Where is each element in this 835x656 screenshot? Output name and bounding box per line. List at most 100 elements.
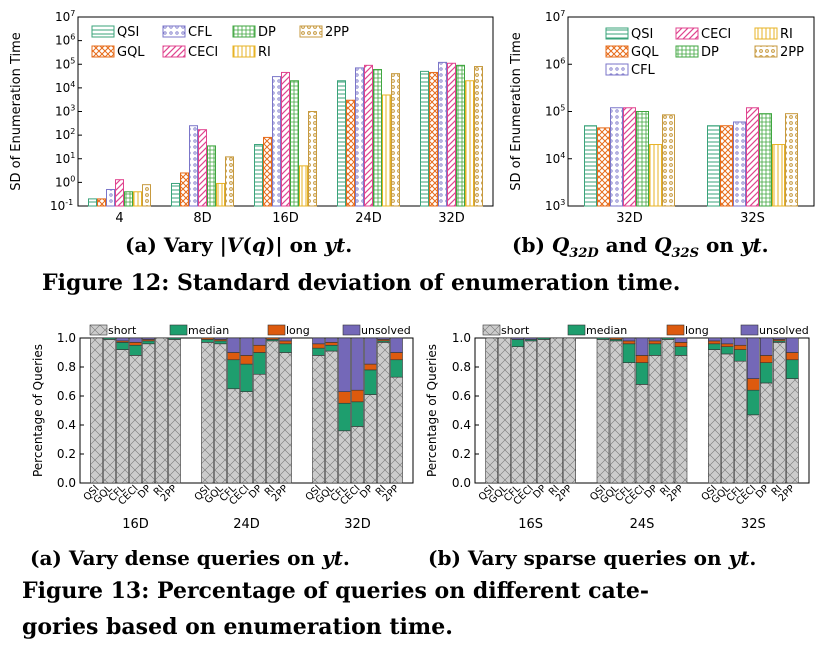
bar-long-dp-24d: [253, 344, 266, 353]
bar-unsolved-2pp-24s: [674, 337, 688, 343]
group-label: 24S: [630, 517, 655, 532]
bar-median-gql-32s: [721, 346, 734, 355]
bar-long-ceci-24s: [635, 355, 649, 363]
y-tick-label: 0.8: [452, 360, 471, 374]
y-tick-label: 101: [55, 151, 75, 166]
bar-ri-32s: [772, 144, 785, 207]
bar-median-ceci-16d: [129, 344, 142, 356]
bar-median-dp-24d: [253, 352, 266, 375]
bar-ri-32d: [649, 144, 662, 207]
y-tick-label: 0.0: [452, 476, 471, 490]
bar-dp-32s: [759, 113, 772, 207]
bar-long-ceci-24d: [240, 355, 253, 365]
bar-ceci-4: [115, 179, 124, 207]
bar-median-2pp-16d: [168, 337, 181, 340]
bar-unsolved-2pp-32d: [390, 337, 403, 353]
legend-swatch-qsi: [605, 27, 629, 40]
bar-short-dp-32d: [364, 394, 377, 484]
y-tick-label: 106: [545, 56, 565, 71]
legend-swatch-ceci: [162, 45, 186, 58]
bar-unsolved-dp-32s: [760, 337, 773, 356]
bar-median-qsi-24d: [201, 339, 214, 343]
bar-unsolved-ceci-32s: [747, 337, 760, 379]
bar-qsi-4: [88, 198, 97, 207]
bar-short-gql-32d: [325, 350, 338, 484]
bar-short-cfl-16s: [511, 346, 524, 484]
bar-ceci-8d: [198, 129, 207, 207]
bar-short-gql-32s: [721, 353, 734, 484]
bar-long-ceci-32d: [351, 389, 364, 403]
bar-long-ceci-32s: [747, 378, 760, 391]
legend-label-gql: GQL: [117, 45, 145, 60]
bar-dp-32d: [456, 64, 465, 207]
group-label: 16S: [518, 517, 543, 532]
bar-short-gql-24s: [609, 340, 623, 484]
fig13-subcaption-a: (a) Vary dense queries on yt.: [30, 546, 350, 570]
bar-long-gql-24s: [609, 337, 623, 340]
bar-cfl-16d: [272, 76, 281, 207]
y-tick-label: 1.0: [452, 331, 471, 345]
bar-2pp-32d: [662, 114, 675, 207]
bar-median-qsi-32d: [312, 347, 325, 356]
bar-long-2pp-24s: [674, 342, 688, 348]
bar-short-dp-24d: [253, 373, 266, 484]
bar-long-dp-32s: [760, 355, 773, 363]
bar-median-cfl-32d: [338, 402, 351, 432]
legend-label-qsi: QSI: [117, 25, 139, 40]
bar-short-ri-24s: [661, 339, 675, 484]
bar-short-ceci-24d: [240, 391, 253, 484]
x-tick-label: 4: [115, 211, 123, 226]
bar-short-dp-32s: [760, 382, 773, 484]
bar-unsolved-cfl-32d: [338, 337, 351, 392]
y-tick-label: 10-1: [50, 198, 73, 213]
bar-unsolved-cfl-16d: [116, 337, 129, 342]
bar-long-cfl-32s: [734, 344, 747, 350]
legend-label-gql: GQL: [631, 45, 659, 60]
bar-median-ri-24s: [661, 337, 675, 340]
bar-short-gql-24d: [214, 343, 227, 484]
bar-cfl-32d: [438, 61, 447, 207]
legend-label-ri: RI: [258, 45, 271, 60]
bar-short-2pp-16s: [563, 337, 576, 484]
bar-unsolved-cfl-24d: [227, 337, 240, 353]
bar-ceci-32d: [623, 107, 636, 207]
fig13-caption-line2: gories based on enumeration time.: [22, 614, 453, 640]
bar-short-dp-16d: [142, 343, 155, 484]
bar-short-ri-16d: [155, 337, 168, 484]
legend-swatch-unsolved: [740, 324, 759, 336]
y-axis-label: Percentage of Queries: [425, 344, 439, 477]
bar-gql-4: [97, 198, 106, 207]
legend-swatch-2pp: [754, 45, 778, 58]
bar-2pp-8d: [225, 156, 234, 207]
method-tick-label: DP: [754, 483, 771, 500]
bar-unsolved-dp-16d: [142, 337, 155, 340]
bar-unsolved-gql-24d: [214, 337, 227, 340]
bar-median-dp-32d: [364, 369, 377, 395]
bar-short-ceci-16d: [129, 355, 142, 484]
bar-short-cfl-32s: [734, 360, 747, 484]
bar-unsolved-qsi-32s: [708, 337, 721, 342]
method-tick-label: DP: [247, 483, 264, 500]
legend-swatch-gql: [605, 45, 629, 58]
bar-2pp-32s: [785, 113, 798, 207]
bar-median-qsi-24s: [596, 337, 610, 340]
bar-median-cfl-16s: [511, 339, 524, 348]
bar-cfl-32s: [733, 121, 746, 207]
bar-long-cfl-32d: [338, 391, 351, 404]
bar-short-qsi-24s: [596, 339, 610, 484]
y-tick-label: 0.2: [452, 447, 471, 461]
bar-short-gql-16d: [103, 339, 116, 484]
bar-median-dp-24s: [648, 343, 662, 356]
bar-qsi-24d: [337, 80, 346, 207]
y-axis-label: SD of Enumeration Time: [9, 32, 24, 191]
x-tick-label: 8D: [193, 211, 211, 226]
bar-short-cfl-32d: [338, 430, 351, 484]
y-tick-label: 104: [55, 80, 75, 95]
bar-median-qsi-32s: [708, 343, 721, 350]
bar-median-dp-32s: [760, 362, 773, 384]
bar-median-ceci-24s: [635, 362, 649, 385]
bar-2pp-32d: [474, 66, 483, 207]
bar-ri-8d: [216, 182, 225, 207]
legend-label-2pp: 2PP: [325, 25, 349, 40]
group-label: 32S: [741, 517, 766, 532]
